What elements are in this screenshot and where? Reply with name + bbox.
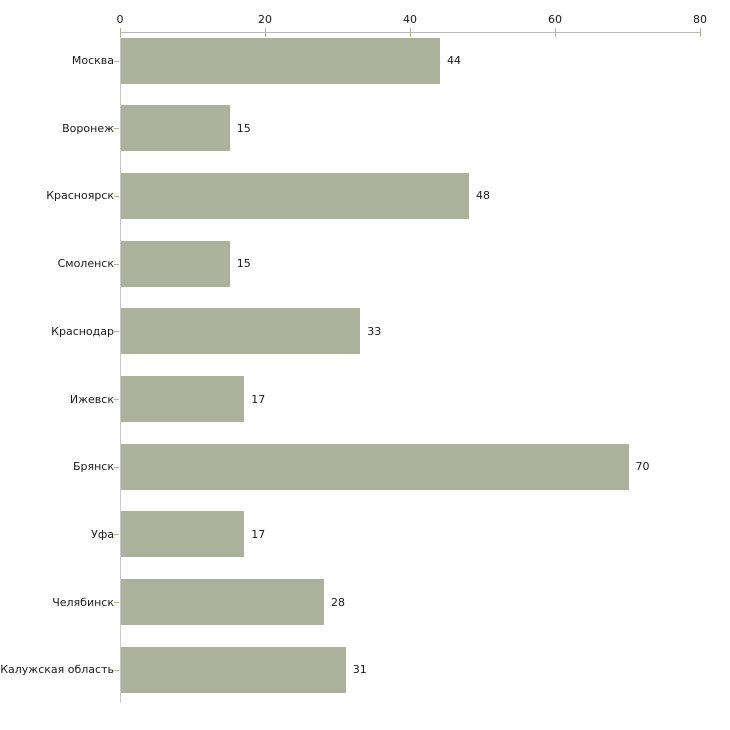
category-tick-mark: [114, 669, 119, 671]
y-axis-line: [120, 32, 121, 703]
bar: [121, 240, 230, 287]
x-axis-tick-mark: [410, 28, 411, 37]
bar: [121, 511, 245, 558]
bar: [121, 646, 346, 693]
bar-value-label: 17: [251, 527, 266, 541]
x-axis-tick-mark: [265, 28, 266, 37]
bar-value-label: 48: [476, 189, 490, 203]
category-label: Уфа: [91, 527, 114, 541]
x-axis-tick-mark: [700, 28, 701, 37]
category-tick-mark: [114, 128, 119, 130]
category-label: Красноярск: [46, 189, 114, 203]
bar-value-label: 33: [367, 324, 382, 338]
category-label: Челябинск: [52, 595, 114, 609]
x-axis-tick-label: 60: [548, 13, 562, 26]
x-axis-tick-label: 0: [116, 13, 124, 26]
bar-value-label: 70: [635, 460, 650, 474]
bar: [121, 37, 440, 84]
bar-value-label: 17: [251, 392, 266, 406]
bar-value-label: 44: [447, 54, 461, 67]
x-axis-tick-mark: [120, 28, 121, 37]
bar-value-label: 31: [352, 663, 367, 677]
category-label: Ижевск: [69, 392, 114, 406]
bar: [121, 443, 629, 490]
x-axis-tick-label: 80: [693, 13, 707, 26]
category-tick-mark: [114, 602, 119, 604]
x-axis-tick-label: 20: [258, 13, 272, 26]
category-label: Краснодар: [51, 324, 114, 338]
category-label: Брянск: [72, 460, 114, 474]
category-tick-mark: [114, 331, 119, 333]
bar: [121, 376, 245, 422]
category-tick-mark: [114, 195, 119, 197]
bar-value-label: 28: [331, 595, 345, 609]
category-tick-mark: [114, 399, 119, 400]
category-label: Воронеж: [62, 121, 114, 135]
x-axis-tick-label: 40: [403, 13, 417, 26]
category-tick-mark: [114, 466, 119, 468]
category-tick-mark: [114, 534, 119, 536]
category-tick-mark: [114, 60, 119, 62]
bar-value-label: 15: [236, 257, 251, 271]
bar: [121, 172, 469, 219]
category-tick-mark: [114, 263, 119, 265]
category-label: Калужская область: [0, 663, 114, 677]
category-label: Смоленск: [57, 257, 114, 271]
bar: [121, 105, 230, 152]
bar-value-label: 15: [236, 121, 251, 135]
category-label: Москва: [71, 54, 114, 67]
bar: [121, 579, 324, 626]
x-axis-tick-mark: [555, 28, 556, 37]
bar: [121, 308, 361, 355]
